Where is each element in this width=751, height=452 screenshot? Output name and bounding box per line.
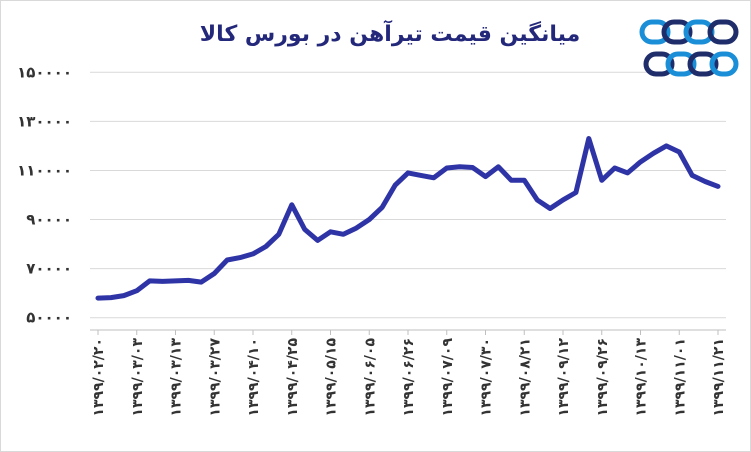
x-tick-label: ۱۳۹۹/۰۹/۲۶ (595, 338, 611, 417)
x-tick-label: ۱۳۹۹/۰۴/۱۰ (246, 338, 262, 417)
x-tick-label: ۱۳۹۹/۱۱/۰۱ (672, 338, 688, 417)
chart-title: میانگین قیمت تیرآهن در بورس کالا (199, 22, 581, 47)
y-tick-label: ۱۳۰۰۰۰ (17, 112, 72, 130)
x-tick-label: ۱۳۹۹/۰۶/۲۶ (401, 338, 417, 417)
x-tick-label: ۱۳۹۹/۰۸/۲۱ (517, 338, 533, 417)
x-tick-label: ۱۳۹۹/۰۴/۲۵ (285, 338, 301, 417)
y-tick-label: ۹۰۰۰۰ (26, 211, 72, 229)
x-tick-label: ۱۳۹۹/۰۵/۱۵ (324, 338, 340, 417)
x-tick-label: ۱۳۹۹/۱۰/۱۳ (634, 338, 650, 417)
x-tick-label: ۱۳۹۹/۰۳/۰۳ (130, 338, 146, 417)
y-tick-label: ۱۵۰۰۰۰ (17, 63, 72, 81)
x-tick-label: ۱۳۹۹/۰۷/۰۹ (440, 338, 456, 417)
x-axis (90, 329, 726, 335)
y-tick-label: ۵۰۰۰۰ (26, 309, 72, 327)
x-tick-label: ۱۳۹۹/۰۹/۱۲ (556, 338, 572, 417)
x-tick-label: ۱۳۹۹/۰۳/۱۳ (169, 338, 185, 417)
brand-logo (639, 19, 739, 77)
x-tick-label: ۱۳۹۹/۱۱/۲۱ (711, 338, 727, 417)
x-axis-tick-labels: ۱۳۹۹/۰۲/۲۰ ۱۳۹۹/۰۳/۰۳ ۱۳۹۹/۰۳/۱۳ ۱۳۹۹/۰۳/۲۷… (91, 338, 727, 417)
x-tick-label: ۱۳۹۹/۰۶/۰۵ (362, 338, 378, 417)
x-tick-label: ۱۳۹۹/۰۷/۳۰ (479, 338, 495, 417)
y-tick-label: ۷۰۰۰۰ (26, 260, 72, 278)
x-tick-label: ۱۳۹۹/۰۲/۲۰ (91, 338, 107, 417)
series-line (95, 136, 721, 301)
y-axis-tick-labels: ۵۰۰۰۰ ۷۰۰۰۰ ۹۰۰۰۰ ۱۱۰۰۰۰ ۱۳۰۰۰۰ ۱۵۰۰۰۰ (17, 63, 72, 326)
series-layer (95, 136, 721, 301)
y-tick-label: ۱۱۰۰۰۰ (17, 161, 72, 179)
logo-mark (639, 19, 739, 77)
x-tick-label: ۱۳۹۹/۰۳/۲۷ (207, 338, 223, 417)
